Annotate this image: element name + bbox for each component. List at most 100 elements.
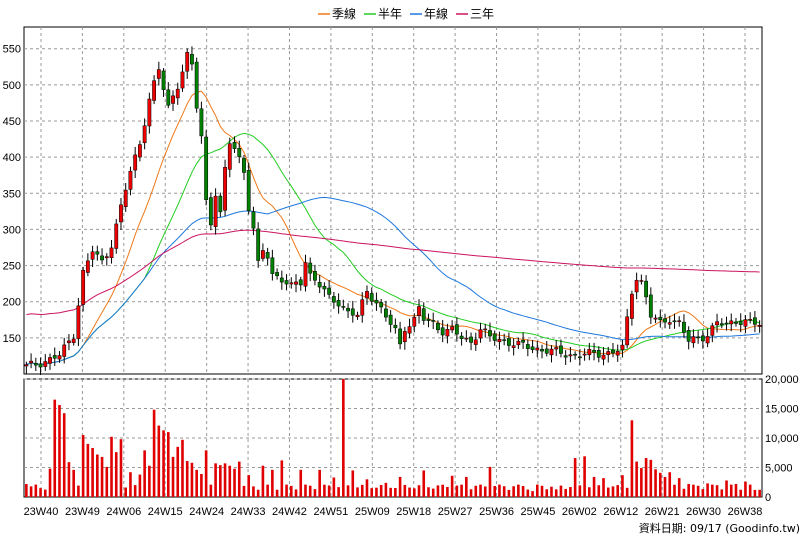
candle-body <box>237 147 242 157</box>
candle-body <box>383 308 388 318</box>
candle-body <box>431 320 436 322</box>
price-tick-label: 500 <box>3 80 21 92</box>
candle-body <box>677 320 682 322</box>
candle-body <box>544 348 549 354</box>
volume-bar <box>550 486 553 497</box>
volume-bar <box>526 489 530 497</box>
volume-bar <box>304 484 307 497</box>
volume-bar <box>228 465 232 497</box>
candle-body <box>119 204 123 223</box>
candle-body <box>166 89 171 106</box>
candle-body <box>705 336 710 344</box>
candle-body <box>199 108 204 137</box>
volume-bar <box>616 485 620 497</box>
candle-body <box>308 262 313 274</box>
candle-body <box>218 195 223 213</box>
volume-bar <box>682 488 686 497</box>
candle-body <box>611 349 615 354</box>
candle-body <box>757 325 762 327</box>
x-tick-label: 26W30 <box>686 506 721 518</box>
candle-body <box>752 317 757 325</box>
volume-tick-label: 5,000 <box>765 463 793 475</box>
candle-body <box>204 136 209 200</box>
candle-body <box>672 320 677 323</box>
volume-bar <box>166 432 170 497</box>
legend-label: 三年 <box>470 7 494 21</box>
x-tick-label: 25W09 <box>355 506 390 518</box>
volume-bar <box>356 487 359 497</box>
candle-body <box>734 321 738 324</box>
volume-bar <box>375 487 378 497</box>
candle-body <box>629 293 634 319</box>
candle-body <box>454 324 459 335</box>
candle-body <box>592 350 596 353</box>
price-panel: 150 200 250 300 350 400 450 500 550 <box>3 26 763 375</box>
data-date-footer: 資料日期: 09/17 (Goodinfo.tw) <box>639 521 800 535</box>
candle-body <box>682 321 686 333</box>
candle-body <box>700 335 705 342</box>
candle-body <box>421 308 426 321</box>
volume-bar <box>389 487 392 497</box>
candle-body <box>43 361 48 367</box>
volume-bar <box>58 404 61 497</box>
price-tick-label: 150 <box>3 333 21 345</box>
volume-bar <box>446 486 449 497</box>
candle-body <box>33 363 38 366</box>
volume-bar <box>242 485 246 497</box>
candle-body <box>686 330 691 342</box>
volume-bar <box>105 466 109 497</box>
candle-body <box>298 279 303 286</box>
candle-body <box>535 347 540 351</box>
candle-body <box>724 322 729 325</box>
volume-bar <box>412 488 416 497</box>
candle-body <box>379 302 384 308</box>
volume-bar <box>668 472 672 497</box>
volume-gridlines <box>24 378 762 497</box>
volume-bar <box>323 484 326 497</box>
candle-body <box>232 142 237 149</box>
candle-body <box>156 69 161 79</box>
candle-body <box>227 143 232 170</box>
volume-bar <box>640 468 643 497</box>
volume-bar <box>29 486 33 497</box>
candle-body <box>582 353 587 356</box>
volume-bar <box>280 460 284 497</box>
volume-bar <box>455 485 459 497</box>
candle-body <box>251 211 256 229</box>
volume-bar <box>644 458 648 497</box>
candle-body <box>696 336 701 339</box>
volume-bar <box>313 489 317 497</box>
candle-body <box>530 346 535 350</box>
moving-average-lines <box>26 90 760 366</box>
x-tick-label: 24W24 <box>189 506 224 518</box>
candle-body <box>412 316 417 327</box>
ma-line-2 <box>26 132 760 366</box>
x-axis-ticks: 23W40 23W49 24W06 24W15 24W24 24W33 24W42 24W51… <box>24 506 763 518</box>
volume-bar <box>502 486 506 497</box>
volume-bar <box>25 484 28 497</box>
candle-body <box>180 71 185 89</box>
volume-bar <box>734 484 738 497</box>
price-tick-label: 550 <box>3 44 21 56</box>
volume-bar <box>185 461 189 497</box>
candle-body <box>393 324 398 329</box>
volume-bar <box>86 443 90 497</box>
volume-bar <box>431 488 435 497</box>
candle-body <box>256 228 261 261</box>
candle-body <box>355 314 360 318</box>
candle-body <box>450 326 455 331</box>
candle-body <box>284 280 289 285</box>
volume-bar <box>133 485 137 497</box>
candle-body <box>573 353 578 356</box>
candle-body <box>634 279 639 293</box>
candle-body <box>653 317 658 320</box>
volume-bar <box>758 489 761 497</box>
volume-bar <box>687 484 690 497</box>
candle-body <box>194 61 199 109</box>
volume-bar <box>625 487 629 497</box>
x-tick-label: 24W42 <box>272 506 307 518</box>
volume-bar <box>711 484 714 497</box>
volume-bar <box>271 469 274 497</box>
volume-bar <box>715 485 719 497</box>
volume-bar <box>171 456 175 497</box>
